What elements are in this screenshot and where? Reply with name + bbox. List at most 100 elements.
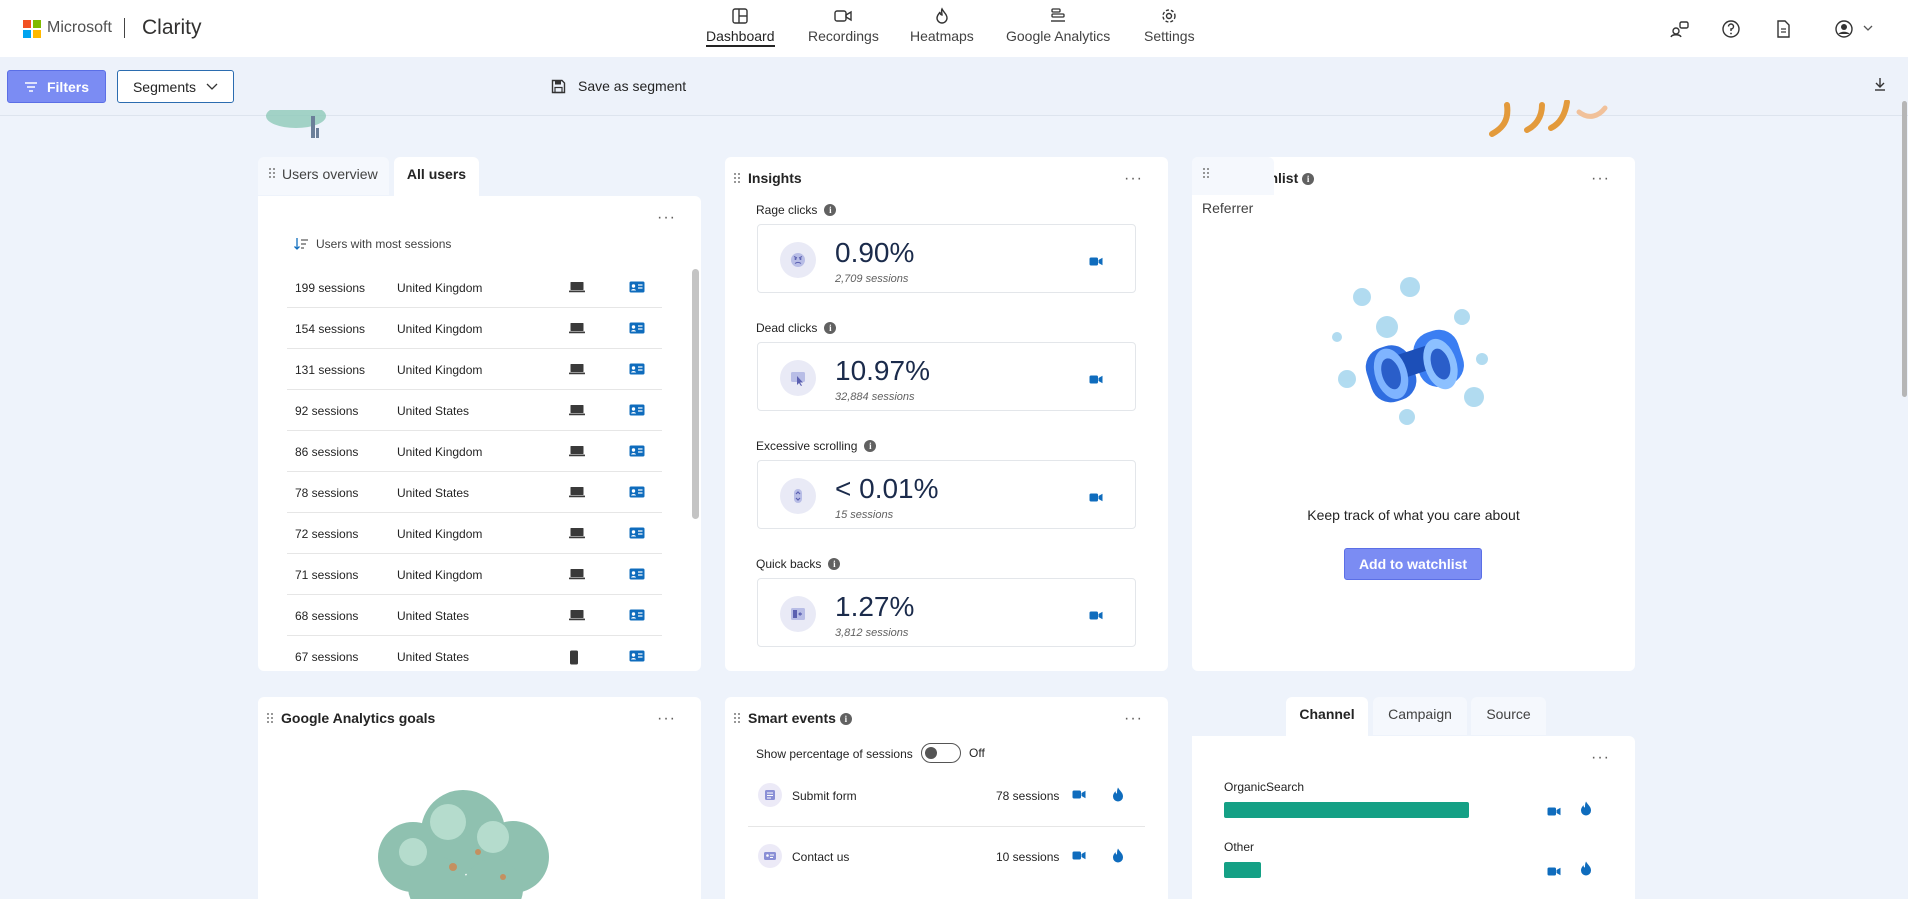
- info-icon[interactable]: i: [1302, 173, 1315, 186]
- profile-cell[interactable]: [629, 363, 645, 378]
- table-row[interactable]: 131 sessions United Kingdom: [287, 349, 662, 390]
- recordings-link[interactable]: [1089, 372, 1103, 390]
- profile-cell[interactable]: [629, 322, 645, 337]
- save-as-segment-button[interactable]: Save as segment: [551, 78, 686, 94]
- drag-handle-icon[interactable]: [268, 167, 276, 179]
- insight-metric-box[interactable]: 10.97% 32,884 sessions: [757, 342, 1136, 411]
- video-icon[interactable]: [1072, 789, 1086, 800]
- tab-users-overview[interactable]: Users overview: [258, 157, 389, 195]
- table-row[interactable]: 78 sessions United States: [287, 472, 662, 513]
- info-icon[interactable]: i: [864, 440, 877, 452]
- smart-event-row[interactable]: Submit form 78 sessions: [748, 772, 1145, 828]
- info-icon[interactable]: i: [824, 322, 837, 334]
- profile-cell[interactable]: [629, 650, 645, 665]
- smart-events-more-menu[interactable]: ···: [1124, 710, 1143, 727]
- recordings-link[interactable]: [1089, 608, 1103, 626]
- info-icon[interactable]: i: [824, 204, 837, 216]
- users-sort-control[interactable]: Users with most sessions: [293, 237, 451, 251]
- account-icon[interactable]: [1834, 19, 1854, 39]
- user-profile-icon[interactable]: [629, 486, 645, 498]
- recordings-link[interactable]: [1547, 864, 1561, 882]
- user-profile-icon[interactable]: [629, 281, 645, 293]
- info-icon[interactable]: i: [828, 558, 841, 570]
- user-profile-icon[interactable]: [629, 445, 645, 457]
- tab-heatmaps[interactable]: Heatmaps: [910, 7, 974, 44]
- table-row[interactable]: 68 sessions United States: [287, 595, 662, 636]
- flame-icon[interactable]: [1112, 848, 1124, 863]
- recordings-link[interactable]: [1089, 490, 1103, 508]
- profile-cell[interactable]: [629, 404, 645, 419]
- flame-icon[interactable]: [1580, 861, 1592, 876]
- drag-handle-icon[interactable]: [266, 712, 274, 724]
- table-row[interactable]: 92 sessions United States: [287, 390, 662, 431]
- info-icon[interactable]: i: [839, 713, 852, 726]
- tab-settings[interactable]: Settings: [1144, 7, 1195, 44]
- video-icon[interactable]: [1072, 850, 1086, 861]
- user-profile-icon[interactable]: [629, 609, 645, 621]
- tab-source[interactable]: Source: [1471, 697, 1546, 735]
- tab-referrer[interactable]: Referrer: [1192, 157, 1274, 216]
- video-icon[interactable]: [1089, 610, 1103, 621]
- ga-goals-more-menu[interactable]: ···: [657, 710, 676, 727]
- channel-more-menu[interactable]: ···: [1591, 749, 1610, 766]
- team-share-icon[interactable]: [1670, 19, 1690, 39]
- recordings-link[interactable]: [1089, 254, 1103, 272]
- video-icon[interactable]: [1547, 866, 1561, 877]
- recordings-link[interactable]: [1547, 804, 1561, 822]
- page-scrollbar[interactable]: [1902, 101, 1907, 397]
- filters-button[interactable]: Filters: [7, 70, 106, 103]
- user-profile-icon[interactable]: [629, 568, 645, 580]
- table-row[interactable]: 71 sessions United Kingdom: [287, 554, 662, 595]
- drag-handle-icon[interactable]: [733, 712, 741, 724]
- video-icon[interactable]: [1089, 492, 1103, 503]
- tab-channel[interactable]: Channel: [1286, 697, 1368, 737]
- table-row[interactable]: 154 sessions United Kingdom: [287, 308, 662, 349]
- add-to-watchlist-button[interactable]: Add to watchlist: [1344, 548, 1482, 580]
- insight-metric-box[interactable]: 1.27% 3,812 sessions: [757, 578, 1136, 647]
- table-row[interactable]: 72 sessions United Kingdom: [287, 513, 662, 554]
- app-title[interactable]: Clarity: [142, 16, 202, 39]
- insights-more-menu[interactable]: ···: [1124, 170, 1143, 187]
- profile-cell[interactable]: [629, 527, 645, 542]
- heatmap-link[interactable]: [1580, 801, 1592, 821]
- recordings-link[interactable]: [1072, 789, 1086, 803]
- document-icon[interactable]: [1773, 19, 1793, 39]
- users-scrollbar[interactable]: [692, 269, 699, 519]
- download-icon[interactable]: [1872, 76, 1888, 92]
- profile-cell[interactable]: [629, 281, 645, 296]
- tab-recordings[interactable]: Recordings: [808, 7, 879, 44]
- tab-google-analytics[interactable]: Google Analytics: [1006, 7, 1110, 44]
- drag-handle-icon[interactable]: [733, 172, 741, 184]
- heatmap-link[interactable]: [1112, 787, 1124, 805]
- user-profile-icon[interactable]: [629, 404, 645, 416]
- chevron-down-icon[interactable]: [1862, 22, 1874, 34]
- user-profile-icon[interactable]: [629, 322, 645, 334]
- profile-cell[interactable]: [629, 486, 645, 501]
- user-profile-icon[interactable]: [629, 363, 645, 375]
- tab-all-users[interactable]: All users: [394, 157, 479, 197]
- video-icon[interactable]: [1089, 256, 1103, 267]
- tab-dashboard[interactable]: Dashboard: [706, 7, 775, 47]
- users-more-menu[interactable]: ···: [657, 209, 676, 226]
- help-icon[interactable]: [1721, 19, 1741, 39]
- show-percentage-toggle[interactable]: [921, 743, 961, 763]
- tab-campaign[interactable]: Campaign: [1373, 697, 1467, 735]
- table-row[interactable]: 199 sessions United Kingdom: [287, 267, 662, 308]
- user-profile-icon[interactable]: [629, 650, 645, 662]
- flame-icon[interactable]: [1112, 787, 1124, 802]
- profile-cell[interactable]: [629, 609, 645, 624]
- user-profile-icon[interactable]: [629, 527, 645, 539]
- insight-metric-box[interactable]: < 0.01% 15 sessions: [757, 460, 1136, 529]
- profile-cell[interactable]: [629, 445, 645, 460]
- video-icon[interactable]: [1547, 806, 1561, 817]
- watchlist-more-menu[interactable]: ···: [1591, 170, 1610, 187]
- heatmap-link[interactable]: [1112, 848, 1124, 866]
- flame-icon[interactable]: [1580, 801, 1592, 816]
- heatmap-link[interactable]: [1580, 861, 1592, 881]
- video-icon[interactable]: [1089, 374, 1103, 385]
- insight-metric-box[interactable]: 0.90% 2,709 sessions: [757, 224, 1136, 293]
- table-row[interactable]: 86 sessions United Kingdom: [287, 431, 662, 472]
- table-row[interactable]: 67 sessions United States: [287, 636, 662, 677]
- profile-cell[interactable]: [629, 568, 645, 583]
- drag-handle-icon[interactable]: [1202, 167, 1210, 179]
